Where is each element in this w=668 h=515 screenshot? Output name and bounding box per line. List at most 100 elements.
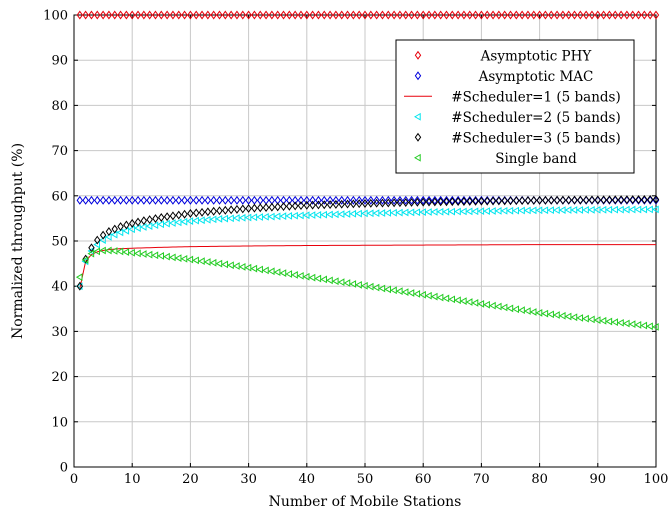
data-point bbox=[105, 10, 113, 20]
legend-label: Asymptotic PHY bbox=[480, 48, 593, 64]
x-tick-label: 20 bbox=[182, 472, 199, 487]
y-tick-label: 90 bbox=[51, 54, 68, 69]
data-point bbox=[315, 10, 322, 20]
y-tick-label: 70 bbox=[51, 144, 68, 159]
data-point bbox=[419, 197, 427, 207]
data-point bbox=[111, 10, 118, 20]
data-point bbox=[385, 10, 392, 20]
data-point bbox=[355, 195, 363, 205]
data-point bbox=[611, 205, 618, 214]
data-point bbox=[542, 195, 549, 205]
x-tick-label: 70 bbox=[473, 472, 490, 487]
data-point bbox=[343, 279, 351, 287]
data-point bbox=[134, 217, 142, 227]
data-point bbox=[478, 196, 485, 206]
data-point bbox=[204, 207, 212, 217]
data-point bbox=[523, 206, 531, 215]
data-point bbox=[448, 207, 455, 216]
y-tick-label: 100 bbox=[43, 9, 68, 24]
data-point bbox=[181, 10, 188, 20]
data-point bbox=[582, 206, 589, 214]
data-point bbox=[181, 209, 188, 219]
data-point bbox=[349, 209, 357, 218]
data-point bbox=[500, 303, 508, 312]
y-tick-label: 0 bbox=[60, 461, 68, 476]
data-point bbox=[373, 198, 380, 208]
data-point bbox=[599, 316, 607, 325]
data-point bbox=[652, 194, 660, 204]
data-point bbox=[297, 195, 305, 205]
data-point bbox=[396, 195, 404, 205]
data-point bbox=[117, 10, 124, 20]
data-point bbox=[443, 197, 450, 207]
data-point bbox=[419, 10, 427, 20]
data-point bbox=[274, 202, 281, 212]
data-point bbox=[134, 249, 141, 258]
data-point bbox=[227, 205, 235, 215]
data-point bbox=[251, 203, 258, 213]
data-point bbox=[291, 195, 299, 205]
data-point bbox=[169, 211, 177, 221]
data-point bbox=[122, 248, 130, 256]
data-point bbox=[227, 195, 235, 205]
data-point bbox=[134, 224, 141, 232]
data-point bbox=[425, 291, 432, 300]
data-point bbox=[244, 263, 252, 272]
data-point bbox=[449, 195, 456, 205]
data-point bbox=[128, 10, 136, 20]
data-point bbox=[146, 10, 153, 20]
data-point bbox=[280, 195, 287, 205]
data-point bbox=[180, 217, 188, 226]
data-point bbox=[227, 10, 235, 20]
data-point bbox=[419, 290, 426, 299]
data-point bbox=[384, 209, 391, 217]
data-point bbox=[378, 209, 386, 217]
data-point bbox=[408, 195, 415, 205]
data-point bbox=[198, 207, 206, 217]
data-point bbox=[617, 205, 624, 214]
data-point bbox=[332, 195, 340, 205]
data-point bbox=[390, 286, 397, 295]
legend-swatch-marker bbox=[413, 112, 421, 121]
data-point bbox=[599, 205, 607, 214]
data-point bbox=[407, 289, 415, 297]
data-point bbox=[75, 273, 83, 282]
data-point bbox=[94, 195, 101, 205]
data-point bbox=[570, 313, 578, 322]
data-point bbox=[273, 268, 281, 277]
data-point bbox=[238, 262, 246, 271]
data-point bbox=[652, 195, 660, 205]
data-point bbox=[198, 257, 205, 266]
data-point bbox=[577, 10, 584, 20]
data-point bbox=[192, 216, 199, 225]
data-point bbox=[414, 10, 421, 20]
data-point bbox=[267, 212, 275, 221]
data-point bbox=[587, 315, 595, 324]
data-point bbox=[198, 195, 206, 205]
data-point bbox=[279, 212, 287, 221]
data-point bbox=[635, 10, 642, 20]
data-point bbox=[593, 316, 601, 324]
data-point bbox=[402, 195, 409, 205]
data-point bbox=[513, 10, 520, 20]
data-point bbox=[117, 222, 124, 231]
data-point bbox=[210, 10, 217, 20]
data-point bbox=[332, 10, 340, 20]
data-point bbox=[396, 10, 404, 20]
data-point bbox=[494, 302, 502, 311]
data-point bbox=[302, 272, 310, 281]
data-point bbox=[594, 10, 602, 20]
data-point bbox=[198, 216, 205, 225]
data-point bbox=[158, 10, 165, 20]
data-point bbox=[215, 214, 223, 223]
data-point bbox=[257, 203, 264, 213]
data-point bbox=[134, 195, 142, 205]
data-point bbox=[151, 221, 159, 230]
data-point bbox=[344, 195, 351, 205]
data-point bbox=[291, 10, 299, 20]
data-point bbox=[128, 248, 135, 257]
data-point bbox=[640, 321, 648, 330]
data-point bbox=[168, 253, 176, 262]
data-point bbox=[494, 207, 502, 215]
